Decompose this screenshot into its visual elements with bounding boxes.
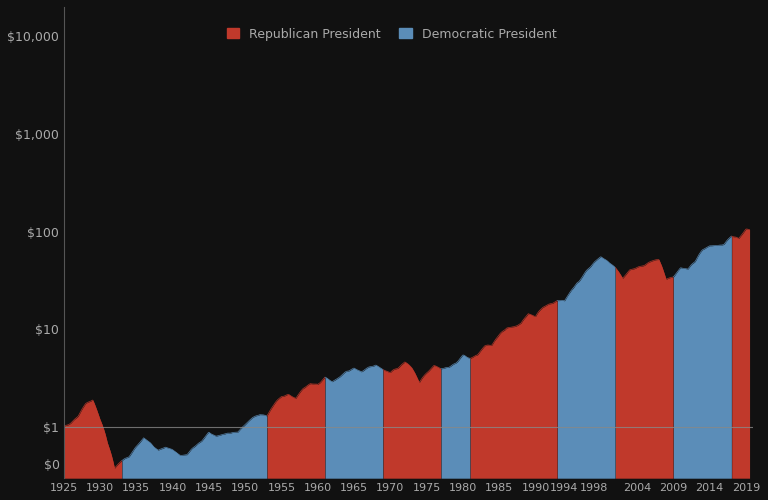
Legend: Republican President, Democratic President: Republican President, Democratic Preside… xyxy=(222,22,561,46)
Text: $0: $0 xyxy=(44,458,60,471)
